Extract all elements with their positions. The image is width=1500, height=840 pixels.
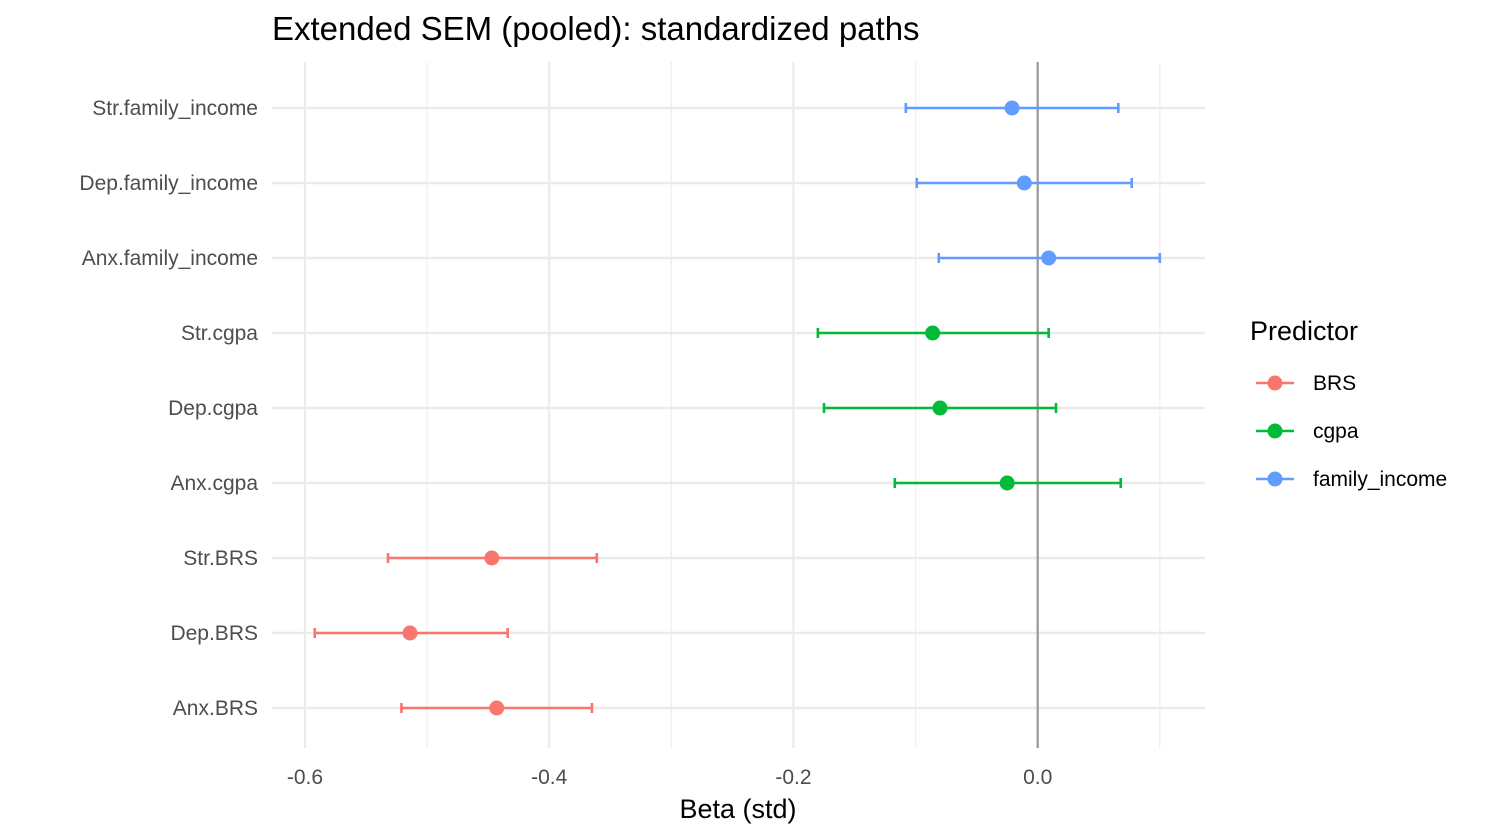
estimate-Str.family_income [904, 100, 1120, 116]
y-tick-label: Anx.BRS [173, 697, 258, 720]
legend-key-point [1267, 471, 1283, 487]
y-tick-label: Anx.cgpa [170, 472, 258, 495]
estimate-Anx.BRS [400, 700, 594, 716]
x-tick-label: -0.4 [531, 766, 568, 789]
estimate-Str.cgpa [816, 325, 1050, 341]
legend-label: BRS [1313, 372, 1356, 395]
y-tick-label: Dep.family_income [79, 172, 258, 195]
legend-label: cgpa [1313, 420, 1359, 443]
data-marks [313, 100, 1162, 716]
y-tick-label: Str.family_income [92, 97, 258, 120]
point-estimate [402, 625, 418, 641]
y-tick-label: Dep.BRS [170, 622, 258, 645]
point-estimate [1016, 175, 1032, 191]
estimate-Anx.cgpa [893, 475, 1123, 491]
x-tick-label: -0.6 [287, 766, 323, 789]
point-estimate [925, 325, 941, 341]
major-gridlines [272, 62, 1205, 748]
x-tick-label: -0.2 [775, 766, 811, 789]
legend-label: family_income [1313, 468, 1447, 491]
y-tick-label: Dep.cgpa [168, 397, 258, 420]
legend-title: Predictor [1250, 316, 1358, 346]
legend-key-point [1267, 375, 1283, 391]
legend: Predictor BRS cgpa family_income [1250, 316, 1447, 491]
x-tick-label: 0.0 [1023, 766, 1052, 789]
point-estimate [1004, 100, 1020, 116]
estimate-Dep.family_income [915, 175, 1134, 191]
x-axis-tick-labels: -0.6 -0.4 -0.2 0.0 [287, 766, 1052, 789]
y-tick-label: Str.cgpa [181, 322, 258, 345]
y-axis-tick-labels: Anx.BRS Dep.BRS Str.BRS Anx.cgpa Dep.cgpa Str… [79, 97, 258, 720]
chart-title: Extended SEM (pooled): standardized path… [272, 10, 920, 47]
point-estimate [999, 475, 1015, 491]
legend-item-family_income: family_income [1256, 468, 1447, 491]
legend-key-point [1267, 423, 1283, 439]
estimate-Str.BRS [386, 550, 599, 566]
y-tick-label: Str.BRS [183, 547, 258, 570]
point-estimate [484, 550, 500, 566]
point-estimate [1041, 250, 1057, 266]
y-tick-label: Anx.family_income [82, 247, 258, 270]
estimate-Dep.cgpa [822, 400, 1058, 416]
point-estimate [932, 400, 948, 416]
legend-item-cgpa: cgpa [1256, 420, 1359, 443]
x-axis-label: Beta (std) [679, 794, 796, 824]
estimate-Anx.family_income [937, 250, 1162, 266]
point-estimate [489, 700, 505, 716]
legend-item-BRS: BRS [1256, 372, 1356, 395]
estimate-Dep.BRS [313, 625, 509, 641]
